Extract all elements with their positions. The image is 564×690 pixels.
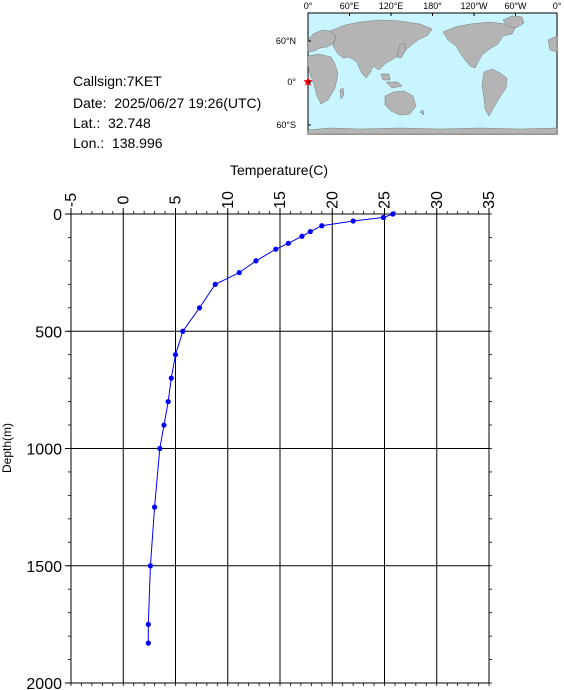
temperature-data-point [253,258,259,264]
station-star-icon [303,76,313,86]
map-land [307,15,558,135]
date-label: Date: 2025/06/27 19:26(UTC) [73,95,262,111]
temperature-data-point [319,223,325,229]
world-location-map: 0° 60°E 120°E 180° 120°W 60°W 0° 60°N 0° 60°S [276,1,562,135]
temperature-data-point [212,281,218,287]
x-tick-label: -5 [63,193,80,207]
temperature-series [145,211,396,646]
callsign-label: Callsign:7KET [73,73,162,89]
latitude-label: Lat.: 32.748 [73,115,151,131]
temperature-data-point [350,218,356,224]
temperature-data-point [172,352,179,358]
map-latitude-tick-label: 0° [287,77,296,87]
temperature-data-point [307,228,313,235]
temperature-data-point [285,240,291,246]
map-latitude-tick-label: 60°N [276,36,296,46]
temperature-data-point [145,621,151,627]
temperature-data-point [147,563,154,569]
x-tick-label: 0 [115,195,132,204]
x-tick-label: 15 [272,191,289,209]
y-tick-label: 500 [35,324,62,341]
x-axis-label: Temperature(C) [230,162,328,178]
temperature-data-point [157,445,163,452]
y-tick-label: 1000 [26,442,62,459]
temperature-data-point [168,375,174,381]
map-longitude-tick-label: 60°W [504,1,527,11]
x-tick-labels: -5 0 5 10 15 20 25 30 35 [63,191,498,209]
temperature-data-point [380,214,387,221]
x-tick-label: 25 [377,191,394,209]
x-tick-label: 5 [168,195,185,204]
x-tick-label: 10 [220,191,237,209]
station-location-marker [303,76,313,86]
map-longitude-tick-label: 120°W [460,1,488,11]
x-tick-label: 35 [481,191,498,209]
y-tick-label: 2000 [26,676,62,690]
x-tick-label: 20 [324,191,341,209]
temperature-data-point [161,422,167,428]
map-longitude-tick-label: 0° [304,1,313,11]
temperature-data-point [152,504,158,510]
minor-ticks [68,211,492,686]
temperature-data-point [236,270,242,276]
map-longitude-tick-label: 0° [553,1,562,11]
temperature-data-point [180,328,186,334]
map-longitude-tick-label: 180° [423,1,442,11]
map-longitude-tick-label: 120°E [379,1,404,11]
map-longitude-tick-label: 60°E [340,1,360,11]
map-latitude-ticks: 60°N 0° 60°S [276,36,311,130]
temperature-data-point [165,399,171,405]
x-tick-label: 30 [429,191,446,209]
y-tick-label: 1500 [26,559,62,576]
longitude-label: Lon.: 138.996 [73,135,163,151]
y-axis-label: Depth(m) [0,423,14,473]
y-tick-label: 0 [53,207,62,224]
temperature-data-point [145,640,151,646]
temperature-profile-line [147,213,394,644]
y-tick-labels: 0 500 1000 1500 2000 [26,207,62,690]
temperature-data-point [390,211,396,217]
temperature-data-point [196,305,203,311]
map-longitude-ticks: 0° 60°E 120°E 180° 120°W 60°W 0° [304,1,562,16]
temperature-data-point [273,246,279,252]
map-latitude-tick-label: 60°S [276,120,296,130]
temperature-data-point [299,233,305,239]
